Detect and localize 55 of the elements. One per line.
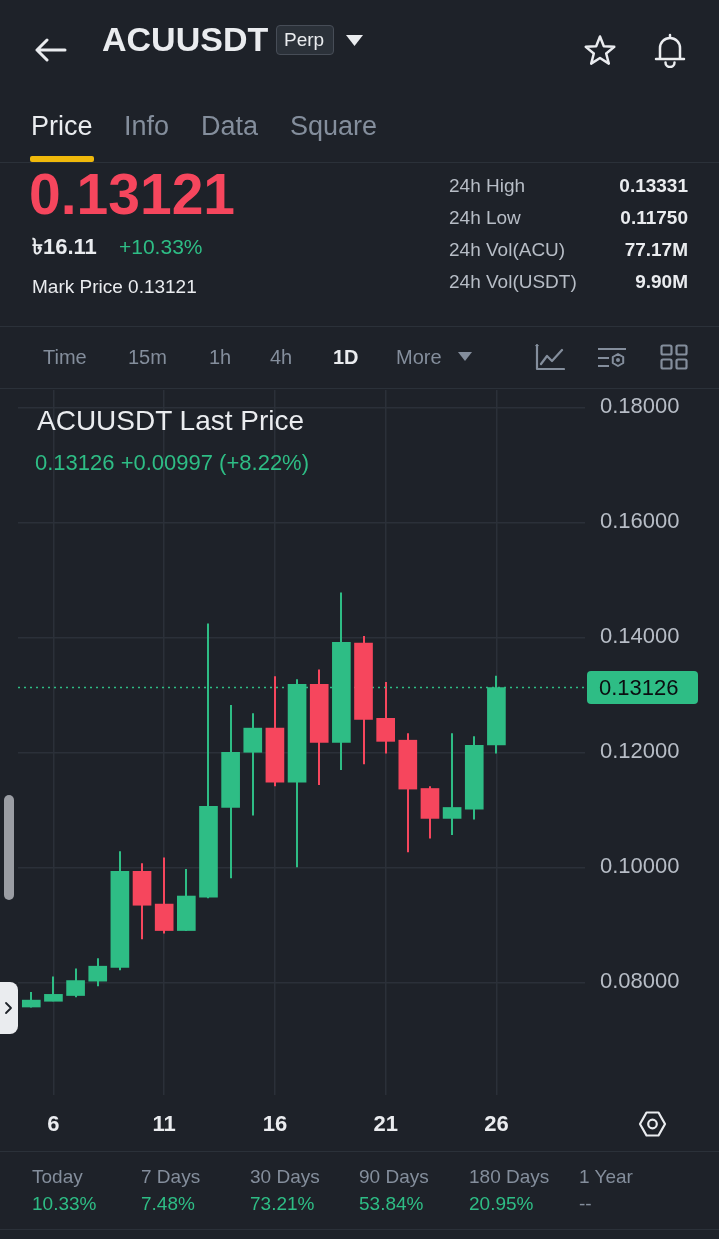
text: Data [201, 109, 259, 143]
text: 0.13126 +0.00997 (+8.22%) [35, 449, 310, 477]
text: ACUUSDT [102, 18, 269, 60]
text: 1h [209, 345, 232, 369]
candlestick [442, 732, 462, 837]
x-tick-label: 26 [484, 1111, 509, 1137]
text: 7.48% [141, 1192, 195, 1216]
text: 0.11750 [620, 206, 688, 230]
ref-line-label: 0.13126 [599, 674, 679, 700]
text: More [396, 345, 442, 369]
text: Info [124, 109, 170, 143]
text: Mark Price 0.13121 [32, 275, 197, 299]
text: 20.95% [469, 1192, 534, 1216]
text: 15m [128, 345, 167, 369]
y-tick-label: 0.12000 [600, 738, 680, 764]
candlestick [44, 975, 63, 1003]
text: 1D [333, 345, 359, 369]
text: 24h High [449, 174, 526, 198]
text: -- [579, 1192, 592, 1216]
text: 0.13331 [619, 174, 688, 198]
text: 24h Low [449, 206, 521, 230]
text: 180 Days [469, 1165, 550, 1189]
text: 24h Vol(ACU) [449, 238, 566, 262]
x-tick-label: 21 [373, 1111, 398, 1137]
text: 90 Days [359, 1165, 429, 1189]
candlestick [376, 681, 395, 755]
text: 9.90M [635, 270, 688, 294]
text: Square [290, 109, 378, 143]
text: 24h Vol(USDT) [449, 270, 577, 294]
text: 10.33% [32, 1192, 97, 1216]
text: 0.13121 [29, 160, 236, 228]
text: 4h [270, 345, 293, 369]
text: +10.33% [119, 234, 203, 260]
text: 73.21% [250, 1192, 315, 1216]
y-tick-label: 0.18000 [600, 393, 680, 419]
text: 53.84% [359, 1192, 424, 1216]
candlestick [66, 967, 85, 999]
y-tick-label: 0.14000 [600, 623, 680, 649]
y-tick-label: 0.16000 [600, 508, 680, 534]
text: ৳16.11 [32, 233, 97, 261]
text: 1 Year [579, 1165, 633, 1189]
text: 7 Days [141, 1165, 201, 1189]
x-tick-label: 16 [262, 1111, 288, 1137]
text: Perp [284, 28, 325, 52]
y-tick-label: 0.10000 [600, 853, 680, 879]
x-tick-label: 6 [47, 1111, 60, 1137]
text: Today [32, 1165, 83, 1189]
text: 77.17M [624, 238, 688, 262]
text: Price [31, 109, 93, 143]
text: 30 Days [250, 1165, 320, 1189]
y-tick-label: 0.08000 [600, 968, 680, 994]
x-tick-label: 11 [152, 1111, 176, 1137]
candlestick [88, 957, 108, 988]
text: Time [43, 345, 87, 369]
text: ACUUSDT Last Price [37, 404, 305, 438]
